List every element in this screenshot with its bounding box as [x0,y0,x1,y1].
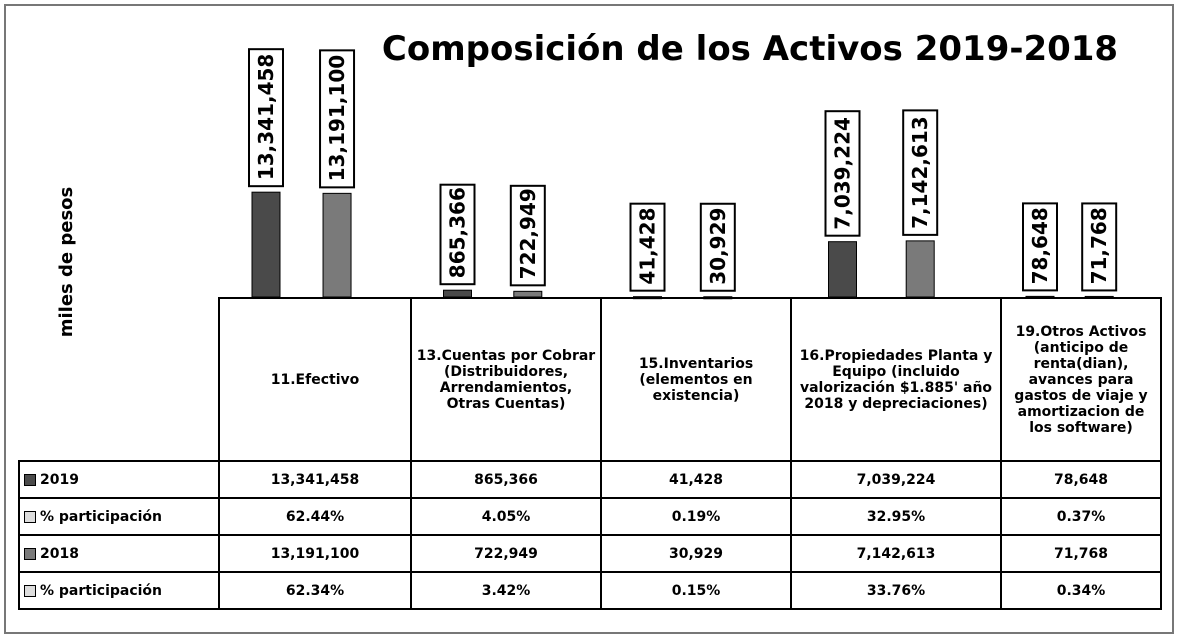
data-label: 7,039,224 [831,117,855,230]
category-label: 16.Propiedades Planta y Equipo (incluido… [790,297,1002,462]
table-cell: 7,039,224 [790,460,1002,499]
table-cell: 30,929 [600,534,792,573]
frame [4,4,1174,634]
data-label-box [902,109,939,236]
table-cell: 0.19% [600,497,792,536]
data-row: 2018 13,191,100 722,949 30,929 7,142,613 71,7… [18,534,1162,573]
bar [322,192,352,298]
bar [828,241,857,298]
legend-text: % participación [40,508,163,525]
data-label-box [629,202,666,292]
legend-text: % participación [40,582,163,599]
row-label: % participación [18,571,220,610]
header-row: 11.Efectivo 13.Cuentas por Cobrar (Distri… [19,297,1162,462]
corner-cell [19,298,219,462]
data-label: 722,949 [516,188,540,279]
legend-swatch [24,510,36,523]
table-cell: 7,142,613 [790,534,1002,573]
row-label: 2018 [18,534,220,573]
table-cell: 33.76% [790,571,1002,610]
data-label: 30,929 [706,208,730,285]
data-label-box [1022,202,1058,292]
bar [905,240,935,298]
legend-text: 2019 [40,471,79,488]
data-row: % participación 62.34% 3.42% 0.15% 33.76% 0.3… [18,571,1162,610]
data-label-box [509,184,546,287]
bar [513,290,543,298]
data-label: 71,768 [1087,207,1111,284]
table-cell: 78,648 [1000,460,1162,499]
data-label: 865,366 [446,187,470,278]
table-cell: 71,768 [1000,534,1162,573]
data-label: 78,648 [1028,207,1052,284]
category-label: 19.Otros Activos (anticipo de renta(dian… [1000,297,1162,462]
category-label: 11.Efectivo [218,297,412,462]
data-label-box [699,202,736,292]
table-cell: 32.95% [790,497,1002,536]
data-label: 13,341,458 [254,54,278,181]
table-cell: 0.34% [1000,571,1162,610]
bar [443,289,472,298]
row-label: 2019 [18,460,220,499]
data-row: 2019 13,341,458 865,366 41,428 7,039,224 78,6… [18,460,1162,499]
data-label-box [824,110,861,237]
table-cell: 13,191,100 [218,534,412,573]
data-row: % participación 62.44% 4.05% 0.19% 32.95% 0.3… [18,497,1162,536]
legend-swatch [24,547,36,560]
category-label: 13.Cuentas por Cobrar (Distribuidores, A… [410,297,602,462]
table-cell: 722,949 [410,534,602,573]
data-label-box [248,48,284,188]
table-cell: 865,366 [410,460,602,499]
table-cell: 0.37% [1000,497,1162,536]
table-cell: 4.05% [410,497,602,536]
legend-text: 2018 [40,545,79,562]
legend-swatch [24,473,36,486]
data-label-box [319,49,356,189]
table-cell: 13,341,458 [218,460,412,499]
data-label: 13,191,100 [325,55,349,182]
data-label: 41,428 [636,207,660,284]
table-cell: 62.44% [218,497,412,536]
data-label-box [439,183,476,286]
table-cell: 0.15% [600,571,792,610]
chart-title: Composición de los Activos 2019-2018 [382,29,1118,69]
bar [251,191,281,298]
table-cell: 41,428 [600,460,792,499]
data-table: 11.Efectivo 13.Cuentas por Cobrar (Distri… [18,297,1162,610]
legend-swatch [24,584,36,597]
category-label: 15.Inventarios (elementos en existencia) [600,297,792,462]
data-label-box [1081,202,1118,292]
table-cell: 3.42% [410,571,602,610]
table-cell: 62.34% [218,571,412,610]
data-label: 7,142,613 [908,116,932,229]
row-label: % participación [18,497,220,536]
